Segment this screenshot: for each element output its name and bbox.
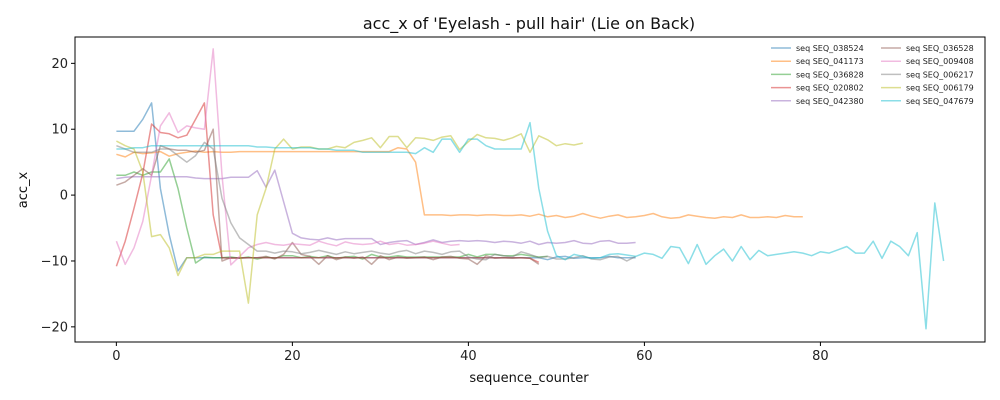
series-line-6 — [115, 48, 460, 266]
x-tick-label: 0 — [112, 349, 120, 364]
legend-label: seq SEQ_042380 — [796, 97, 864, 106]
legend-label: seq SEQ_020802 — [796, 84, 864, 93]
legend-label: seq SEQ_038524 — [796, 44, 864, 53]
series-layer — [115, 48, 945, 330]
series-line-9 — [116, 121, 945, 330]
x-tick-label: 80 — [812, 349, 829, 364]
x-tick-label: 60 — [636, 349, 653, 364]
chart-title: acc_x of 'Eyelash - pull hair' (Lie on B… — [363, 14, 695, 34]
legend-label: seq SEQ_041173 — [796, 57, 864, 66]
x-tick-label: 20 — [284, 349, 301, 364]
series-line-5 — [116, 128, 540, 266]
series-line-8 — [116, 133, 583, 304]
x-axis-title: sequence_counter — [469, 371, 589, 386]
x-axis-ticks: 0 20 40 60 80 — [112, 342, 829, 364]
series-line-7 — [116, 141, 636, 262]
y-tick-label: −10 — [41, 254, 68, 269]
series-line-1 — [116, 146, 803, 219]
series-line-4 — [116, 169, 636, 246]
legend-label: seq SEQ_036528 — [906, 44, 974, 53]
y-tick-label: 20 — [51, 57, 68, 72]
legend-label: seq SEQ_006179 — [906, 84, 974, 93]
y-tick-label: 0 — [60, 189, 68, 204]
y-axis-title: acc_x — [16, 171, 31, 208]
legend-label: seq SEQ_009408 — [906, 57, 974, 66]
legend-label: seq SEQ_036828 — [796, 70, 864, 79]
plot-area-frame — [74, 36, 986, 343]
legend-label: seq SEQ_006217 — [906, 70, 974, 79]
y-axis-ticks: −20 −10 0 10 20 — [41, 57, 75, 335]
x-tick-label: 40 — [460, 349, 477, 364]
y-tick-label: −20 — [41, 320, 68, 335]
series-line-2 — [116, 158, 548, 264]
y-tick-label: 10 — [51, 123, 68, 138]
legend-label: seq SEQ_047679 — [906, 97, 974, 106]
series-line-3 — [115, 102, 540, 267]
